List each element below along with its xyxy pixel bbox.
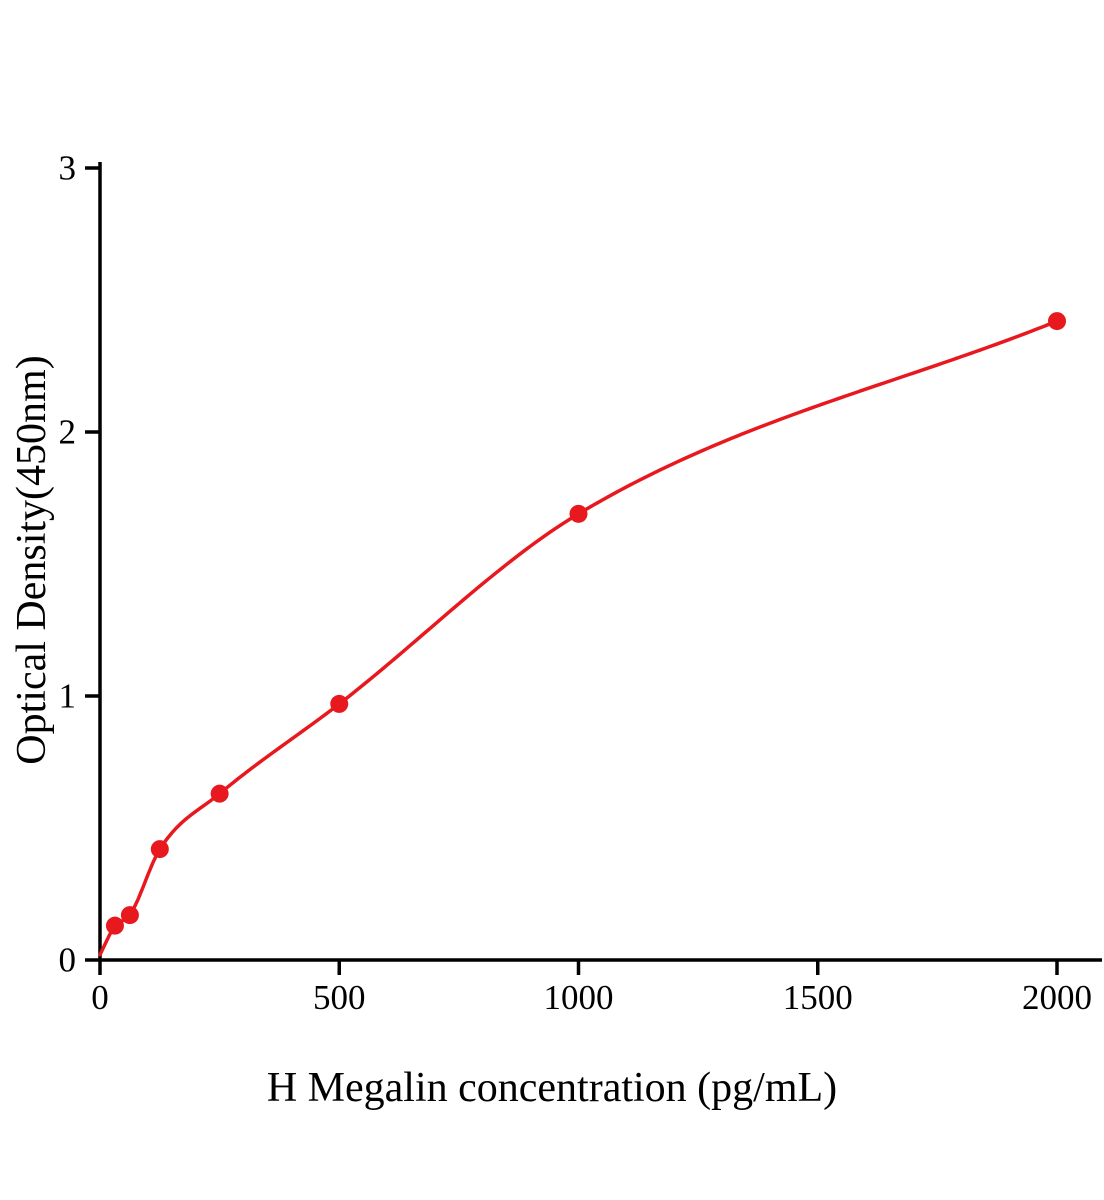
x-tick-label: 1500 xyxy=(783,978,853,1017)
x-tick-label: 0 xyxy=(91,978,109,1017)
fit-curve xyxy=(98,319,1059,957)
y-tick-label: 0 xyxy=(59,941,77,980)
data-point xyxy=(569,504,588,523)
data-point xyxy=(105,916,124,935)
data-point xyxy=(1048,312,1066,331)
data-point xyxy=(120,906,139,925)
y-axis-title: Optical Density(450nm) xyxy=(9,355,55,765)
x-tick-label: 2000 xyxy=(1022,978,1092,1017)
y-tick-label: 3 xyxy=(59,149,77,188)
data-point xyxy=(150,840,169,859)
x-tick-label: 500 xyxy=(313,978,366,1017)
y-tick-label: 2 xyxy=(59,413,77,452)
x-axis-title: H Megalin concentration (pg/mL) xyxy=(266,1065,838,1111)
y-tick-label: 1 xyxy=(59,677,77,716)
x-tick-label: 1000 xyxy=(544,978,614,1017)
data-point xyxy=(210,784,229,803)
data-point xyxy=(330,694,349,713)
